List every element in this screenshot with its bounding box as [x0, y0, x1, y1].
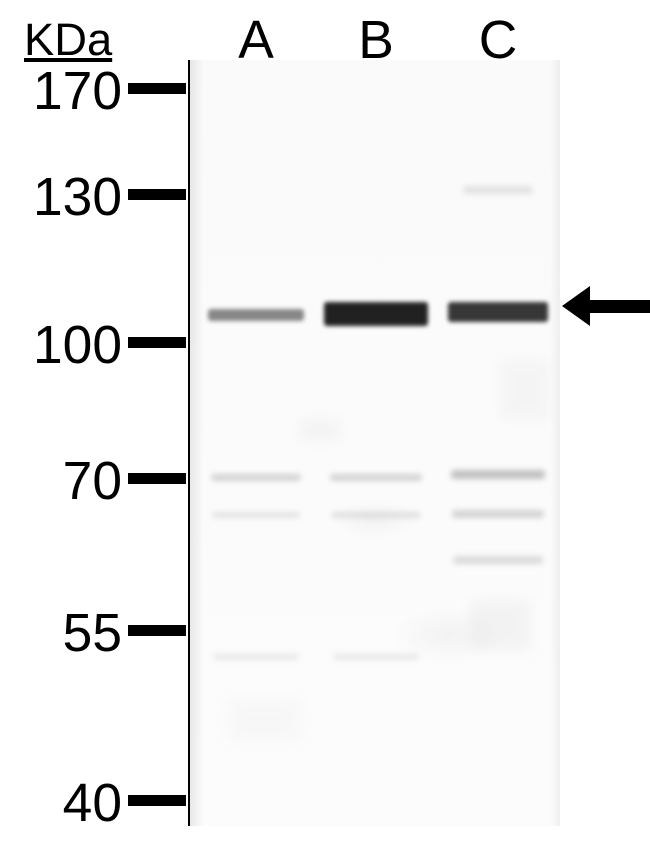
mw-label-55: 55 — [0, 603, 122, 664]
noise-smudge — [230, 700, 300, 740]
mw-label-100: 100 — [0, 315, 122, 376]
mw-tick-170 — [128, 83, 186, 94]
band-lane-A — [211, 474, 301, 481]
mw-tick-70 — [128, 473, 186, 484]
noise-smudge — [500, 360, 550, 420]
lane-label-A: A — [236, 10, 276, 71]
lane-label-C: C — [478, 10, 518, 71]
band-lane-B — [324, 302, 428, 326]
lane-label-B: B — [356, 10, 396, 71]
band-lane-C — [452, 510, 544, 518]
noise-smudge — [300, 420, 340, 440]
mw-label-170: 170 — [0, 61, 122, 122]
band-lane-C — [453, 556, 543, 564]
band-lane-C — [448, 302, 548, 322]
band-lane-B — [331, 512, 421, 518]
band-lane-B — [333, 654, 419, 660]
axis-unit-label: KDa — [24, 14, 112, 66]
mw-tick-40 — [128, 795, 186, 806]
band-lane-A — [208, 309, 304, 321]
arrow-head-icon — [562, 286, 590, 326]
band-lane-B — [330, 474, 422, 481]
noise-smudge — [470, 600, 530, 650]
mw-label-70: 70 — [0, 451, 122, 512]
band-lane-C — [463, 186, 533, 194]
mw-tick-55 — [128, 625, 186, 636]
mw-label-130: 130 — [0, 167, 122, 228]
mw-label-40: 40 — [0, 773, 122, 834]
band-lane-A — [212, 512, 300, 518]
arrow-shaft — [590, 300, 650, 313]
mw-tick-130 — [128, 189, 186, 200]
band-lane-A — [213, 654, 299, 660]
mw-tick-100 — [128, 337, 186, 348]
figure-container: KDa A B C 170 130 100 70 55 40 — [0, 0, 650, 846]
band-lane-C — [451, 470, 545, 479]
target-band-arrow — [562, 286, 650, 326]
